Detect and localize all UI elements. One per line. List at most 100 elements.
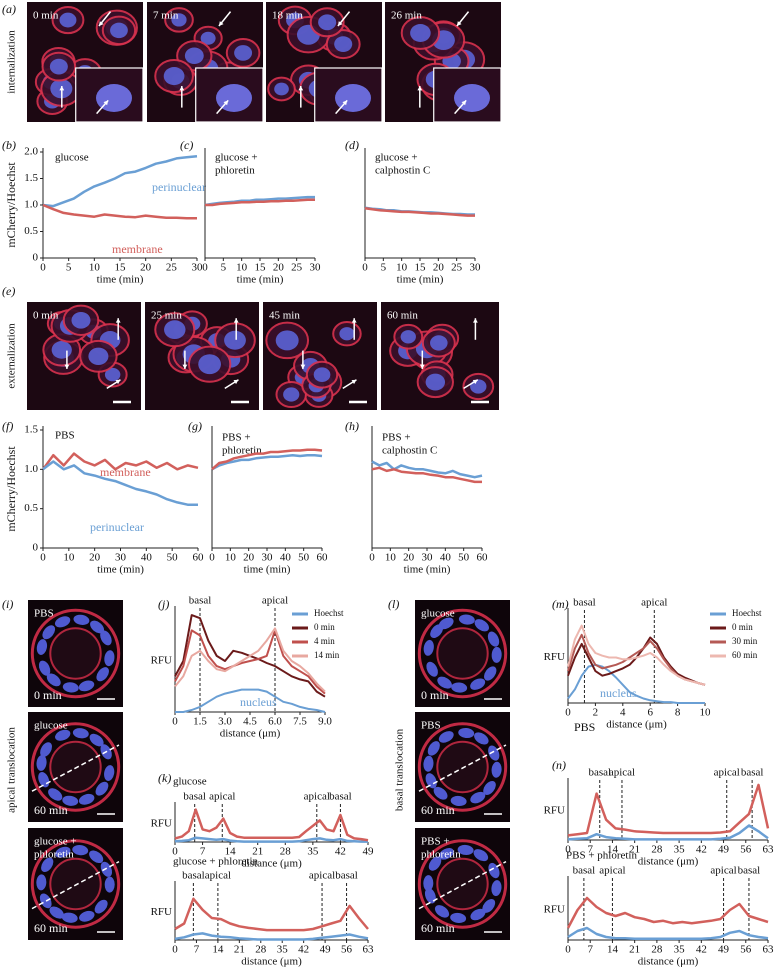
x-axis-label: time (min): [97, 564, 144, 576]
x-tick-label: 30: [262, 552, 274, 564]
organoid-outer: [30, 608, 121, 699]
chart-title: PBS +: [222, 432, 251, 444]
x-tick-label: 21: [234, 944, 245, 956]
x-tick-label: 56: [341, 944, 353, 956]
arrow-head: [223, 100, 229, 106]
nucleus: [39, 893, 52, 909]
nucleus: [437, 676, 452, 689]
nucleus: [41, 857, 54, 872]
nucleus: [40, 742, 52, 757]
nucleus: [55, 846, 71, 858]
x-tick-label: 10: [700, 707, 712, 719]
panel-letter: (d): [345, 138, 359, 152]
x-tick-label: 15: [115, 262, 127, 274]
x-tick-label: 3.0: [218, 716, 232, 728]
x-axis-label: time (min): [244, 564, 291, 576]
nucleus: [410, 24, 431, 42]
x-tick-label: 1.5: [193, 716, 207, 728]
series-line: [175, 688, 326, 713]
series-line: [41, 452, 199, 471]
marker-label: apical: [304, 791, 330, 803]
image-panel: (i) apical translocation PBS 0 min glucose 60…: [2, 597, 123, 940]
nucleus: [171, 13, 187, 27]
nucleus: [104, 765, 115, 781]
x-tick-label: 10: [63, 552, 75, 564]
panel-letter: (j): [158, 597, 169, 611]
x-tick-label: 10: [385, 552, 397, 564]
nucleus: [54, 616, 71, 628]
series-line: [174, 627, 326, 693]
chart: (d) 0 5 10 15 20 25 30 time (min) glucose +calpho…: [345, 138, 481, 286]
nucleus: [438, 617, 454, 630]
series-line: [364, 206, 475, 217]
x-tick-label: 0: [40, 552, 46, 564]
nucleus: [339, 327, 355, 341]
nucleus: [484, 666, 497, 681]
frame-label: 45 min: [269, 310, 300, 322]
x-tick-label: 56: [740, 944, 752, 956]
series-label: perinuclear: [90, 520, 144, 534]
y-tick-label: 1.5: [24, 172, 38, 184]
x-tick-label: 20: [403, 552, 415, 564]
x-tick-label: 7: [194, 944, 200, 956]
frame-label: PBS: [421, 720, 441, 732]
marker-label: apical: [599, 865, 625, 877]
x-tick-label: 28: [255, 944, 267, 956]
arrow-head: [298, 86, 304, 91]
chart: (h) 0 10 20 30 40 50 60 time (min) PBS +calphosti…: [345, 419, 488, 576]
legend-label: 0 min: [732, 622, 753, 632]
legend-label: Hoechst: [314, 608, 344, 618]
panel-letter: (e): [2, 284, 15, 298]
x-tick-label: 20: [243, 552, 255, 564]
frame-label: 26 min: [391, 10, 422, 22]
chart: (f) 0 10 20 30 40 50 60 0 0.5 1.0 1.5 time (min) mChe…: [2, 419, 204, 576]
panel-letter: (i): [2, 597, 13, 611]
x-tick-label: 0: [565, 844, 571, 856]
x-tick-label: 49: [718, 844, 730, 856]
x-tick-label: 30: [470, 262, 482, 274]
nucleus: [458, 727, 475, 739]
y-axis-label: RFU: [151, 818, 172, 830]
nucleus: [224, 330, 246, 350]
x-tick-label: 0: [172, 716, 178, 728]
x-tick-label: 50: [167, 552, 179, 564]
nucleus: [313, 367, 331, 382]
frame-time: 60 min: [34, 921, 68, 935]
nucleus: [430, 335, 448, 351]
y-axis-label: mCherry/Hoechst: [4, 162, 18, 248]
annotation: PBS: [574, 720, 595, 734]
series-label: perinuclear: [152, 180, 206, 194]
panel-letter: (n): [552, 758, 566, 772]
x-axis-label: time (min): [404, 564, 451, 576]
x-tick-label: 0: [172, 944, 178, 956]
organoid-outer: [417, 839, 508, 929]
arrow-head: [64, 364, 70, 369]
marker-label: basal: [329, 791, 352, 803]
x-tick-label: 14: [607, 944, 619, 956]
chart-title: PBS + phloretin: [566, 850, 637, 862]
annotation: nucleus: [240, 695, 277, 709]
nucleus: [425, 373, 446, 391]
arrow-head: [182, 364, 188, 369]
panel-letter: (f): [2, 419, 13, 433]
frame-time: 60 min: [421, 921, 455, 935]
arrow-head: [461, 100, 467, 106]
x-axis-label: distance (μm): [638, 956, 699, 968]
frame-time: 0 min: [421, 688, 449, 702]
nucleus: [163, 67, 185, 86]
x-tick-label: 10: [89, 262, 101, 274]
panel-letter: (g): [188, 419, 202, 433]
arrow-head: [300, 364, 306, 369]
nucleus: [473, 849, 489, 862]
nucleus: [62, 795, 79, 806]
x-tick-label: 0: [565, 707, 571, 719]
chart-title: PBS +: [382, 432, 411, 444]
chart-title: glucose: [173, 776, 207, 788]
panel-letter: (a): [2, 2, 16, 16]
x-tick-label: 15: [415, 262, 427, 274]
x-tick-label: 63: [763, 844, 774, 856]
nucleus: [483, 780, 496, 796]
nucleus: [491, 646, 502, 663]
legend-label: 4 min: [314, 636, 335, 646]
nucleus: [274, 82, 289, 96]
